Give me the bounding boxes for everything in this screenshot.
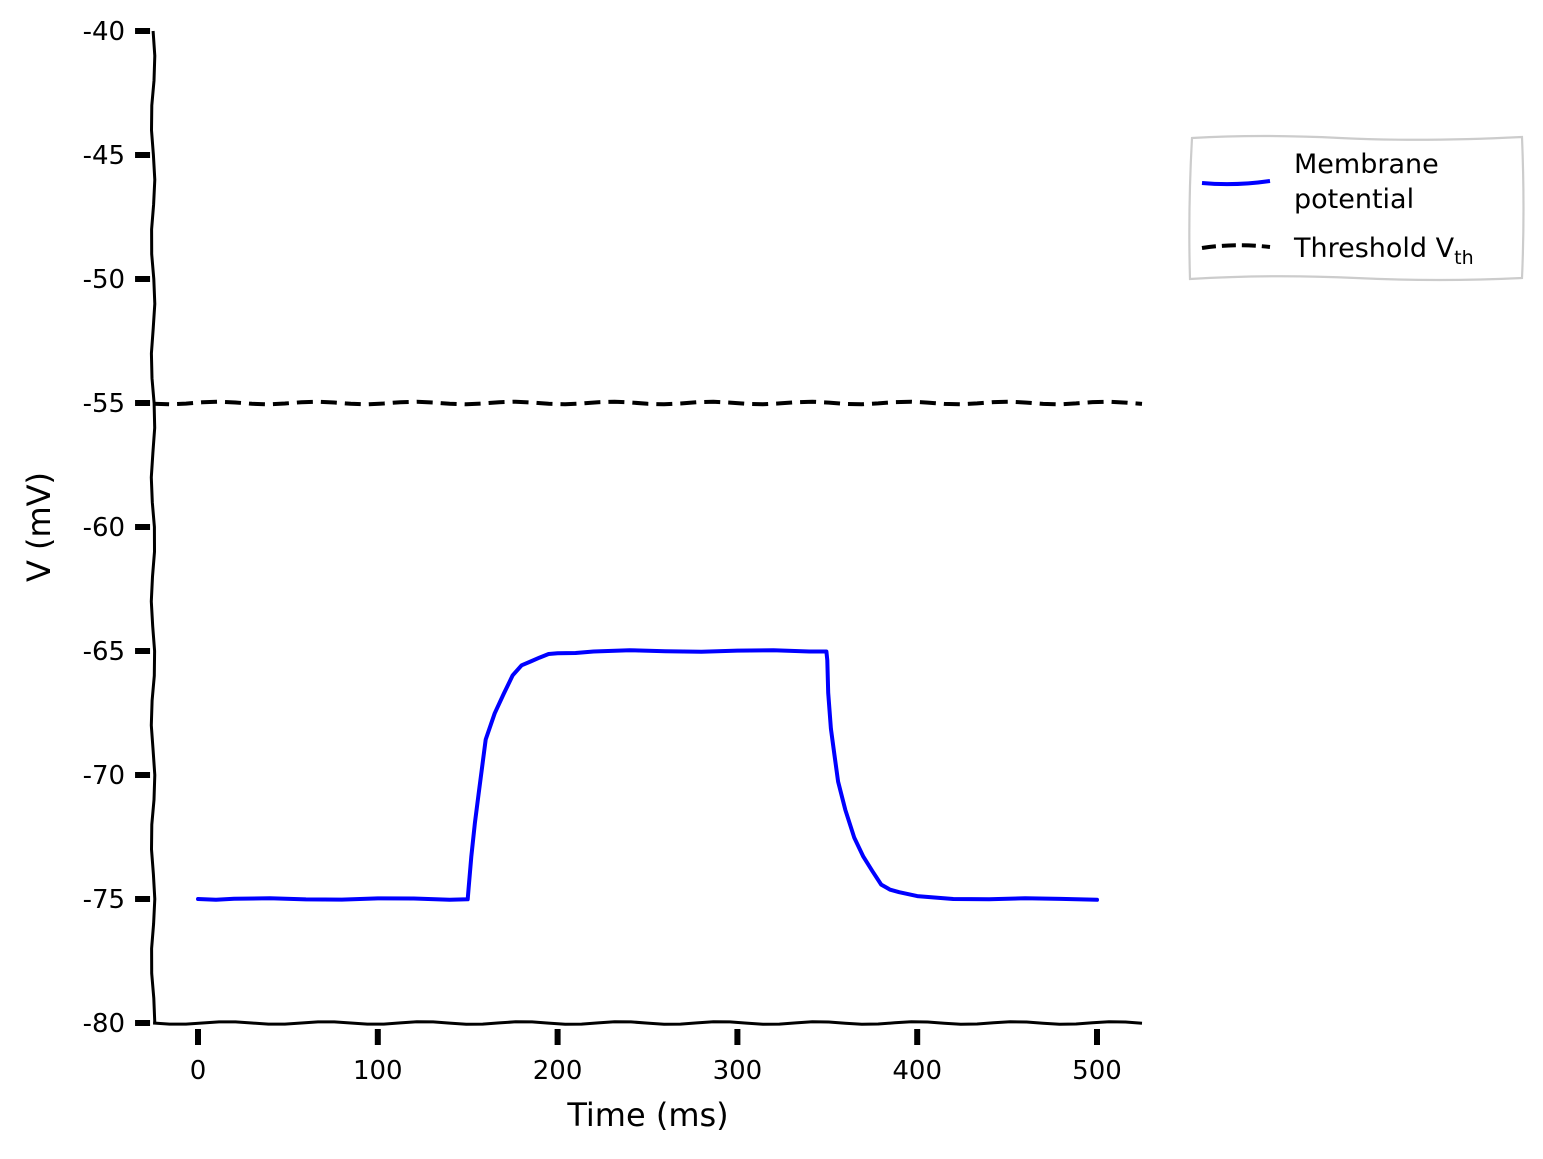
y-tick-label: -50 (83, 265, 125, 295)
y-tick-label: -45 (83, 141, 125, 171)
x-tick-label: 500 (1072, 1056, 1122, 1086)
y-tick-label: -75 (83, 885, 125, 915)
y-tick-label: -70 (83, 761, 125, 791)
y-tick-label: -40 (83, 17, 125, 47)
x-axis-title: Time (ms) (566, 1096, 728, 1134)
legend-frame (1188, 134, 1525, 282)
legend-label-threshold: Threshold Vth (1293, 233, 1474, 269)
x-tick-label: 200 (533, 1056, 583, 1086)
axes-layer: -80 -75 -70 -65 -60 -55 -50 -45 -40 0 100 200 300 400… (83, 17, 1143, 1086)
legend-label-membrane-line1: Membrane (1294, 149, 1439, 180)
x-tick-label: 400 (892, 1056, 942, 1086)
legend-label-threshold-main: Threshold V (1293, 233, 1455, 264)
plot-layer (153, 399, 1143, 902)
legend-swatch-membrane-potential (1201, 179, 1271, 187)
y-axis-title: V (mV) (20, 472, 58, 582)
x-axis-spine (152, 1020, 1143, 1026)
x-tick-label: 300 (713, 1056, 763, 1086)
legend-label-membrane-line2: potential (1294, 184, 1414, 215)
y-axis-spine (149, 30, 157, 1024)
y-tick-label: -55 (83, 389, 125, 419)
legend-swatch-threshold (1201, 243, 1271, 250)
legend: Membrane potential Threshold Vth (1188, 134, 1525, 282)
series-line-membrane-potential (196, 648, 1099, 902)
y-tick-label: -65 (83, 637, 125, 667)
x-tick-label: 0 (190, 1056, 207, 1086)
y-tick-label: -60 (83, 513, 125, 543)
legend-label-threshold-subscript: th (1454, 247, 1474, 269)
x-tick-label: 100 (353, 1056, 403, 1086)
y-tick-label: -80 (83, 1009, 125, 1039)
series-line-threshold (153, 399, 1143, 407)
